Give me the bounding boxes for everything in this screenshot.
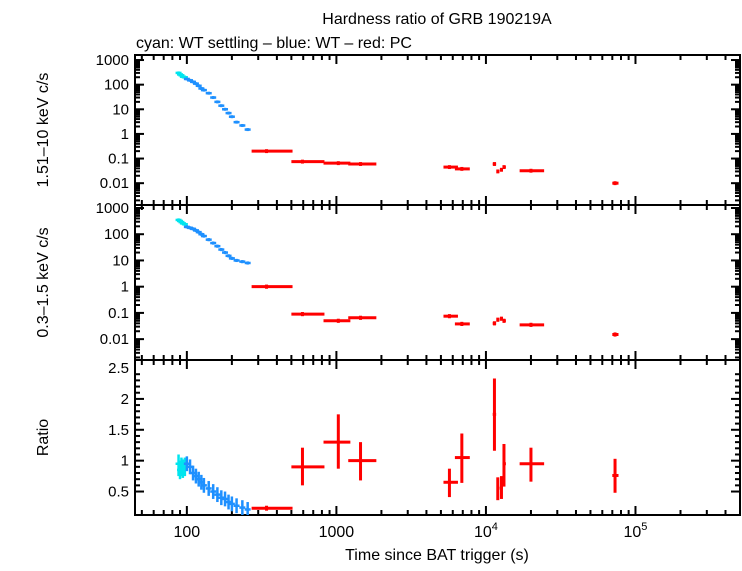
panel-soft: 1000 100 10 1 0.1 0.01 0.3–1.5 keV c/s	[35, 200, 741, 361]
series-wt-settling	[175, 218, 188, 226]
panel-hard: 1000 100 10 1 0.1 0.01 1.51–10 keV c/s	[35, 52, 741, 206]
y-tick-label: 0.5	[108, 484, 129, 501]
series-wt	[183, 456, 251, 515]
series-wt	[183, 225, 251, 265]
y-axis-label: Ratio	[35, 419, 52, 456]
series-pc	[251, 284, 619, 337]
panel-frame	[134, 54, 741, 206]
y-tick-label: 1.5	[108, 422, 129, 439]
series-wt-settling	[175, 454, 188, 480]
chart-subtitle: cyan: WT settling – blue: WT – red: PC	[136, 35, 412, 52]
chart-title: Hardness ratio of GRB 190219A	[322, 11, 552, 28]
y-tick-label: 1	[121, 279, 129, 296]
y-axis-label: 0.3–1.5 keV c/s	[35, 227, 52, 337]
x-tick-label: 105	[624, 521, 648, 541]
x-tick-label: 100	[174, 524, 201, 541]
y-tick-label: 1000	[96, 200, 129, 217]
y-tick-label: 0.1	[108, 151, 129, 168]
x-tick-label: 1000	[319, 524, 355, 541]
series-pc	[251, 149, 619, 186]
y-tick-label: 0.01	[100, 331, 129, 348]
series-pc	[251, 378, 619, 511]
y-tick-label: 2	[121, 391, 129, 408]
panel-ratio: 2.5 2 1.5 1 0.5 Ratio	[35, 359, 741, 516]
y-tick-label: 0.1	[108, 305, 129, 322]
y-tick-label: 0.01	[100, 175, 129, 192]
x-axis-label: Time since BAT trigger (s)	[345, 547, 529, 564]
y-tick-label: 100	[104, 77, 129, 94]
y-tick-label: 100	[104, 226, 129, 243]
y-axis-label: 1.51–10 keV c/s	[35, 73, 52, 188]
x-tick-label: 104	[474, 521, 498, 541]
y-tick-label: 2.5	[108, 360, 129, 377]
y-tick-label: 1	[121, 126, 129, 143]
y-tick-label: 10	[112, 101, 129, 118]
y-tick-label: 10	[112, 252, 129, 269]
series-wt-settling	[175, 71, 188, 79]
panel-frame	[134, 204, 741, 361]
series-wt	[183, 77, 251, 132]
panel-frame	[134, 359, 741, 516]
y-tick-label: 1000	[96, 52, 129, 69]
y-tick-label: 1	[121, 453, 129, 470]
